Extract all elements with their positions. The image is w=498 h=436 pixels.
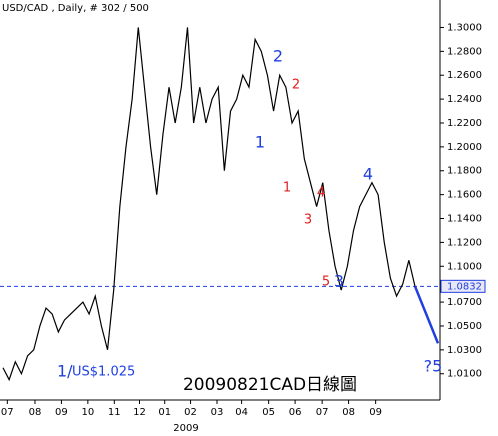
x-tick-label: 08 [29,407,42,418]
x-tick-label: 04 [235,407,248,418]
y-tick-label: 1.2200 [447,118,482,129]
y-tick-label: 1.1200 [447,237,482,248]
wave-label: 5 [322,275,330,290]
x-tick-label: 05 [262,407,275,418]
x-tick-label: 03 [211,407,224,418]
wave-label: US$1.025 [72,365,135,380]
y-tick-label: 1.2000 [447,142,482,153]
y-tick-label: 1.1800 [447,166,482,177]
year-label: 2009 [173,423,198,434]
wave-label: 1 [283,181,291,196]
y-tick-label: 1.0300 [447,345,482,356]
last-price-label: 1.0832 [447,281,482,292]
y-tick-label: 1.2800 [447,46,482,57]
watermark: 20090821CAD日線圖 [183,375,357,395]
x-tick-label: 09 [55,407,68,418]
x-tick-label: 11 [108,407,121,418]
y-tick-label: 1.1600 [447,190,482,201]
wave-label: 1/ [57,362,73,381]
last-price-box [440,279,486,293]
y-tick-label: 1.1000 [447,261,482,272]
y-tick-label: 1.2600 [447,70,482,81]
wave-label: ?5 [424,357,443,376]
price-line [2,27,416,382]
x-tick-label: 09 [369,407,382,418]
chart-title: USD/CAD , Daily, # 302 / 500 [2,3,149,14]
y-tick-label: 1.0100 [447,369,482,380]
x-tick-label: 06 [289,407,302,418]
wave-label: 1 [255,133,265,152]
wave-label: 3 [304,213,312,228]
x-tick-label: 10 [81,407,94,418]
y-tick-label: 1.0500 [447,321,482,332]
x-tick-label: 12 [133,407,146,418]
x-tick-label: 08 [342,407,355,418]
wave-label: 3 [334,272,344,291]
wave-label: 2 [273,47,283,66]
x-tick-label: 01 [158,407,171,418]
wave-label: 2 [292,78,300,93]
y-tick-label: 1.2400 [447,94,482,105]
wave-label: 4 [317,186,325,201]
x-tick-label: 02 [184,407,197,418]
x-tick-label: 07 [316,407,329,418]
wave-label: 4 [363,165,373,184]
y-tick-label: 1.3000 [447,22,482,33]
projection-line [413,285,440,344]
y-tick-label: 1.0700 [447,297,482,308]
x-tick-label: 07 [1,407,14,418]
y-tick-label: 1.1400 [447,214,482,225]
